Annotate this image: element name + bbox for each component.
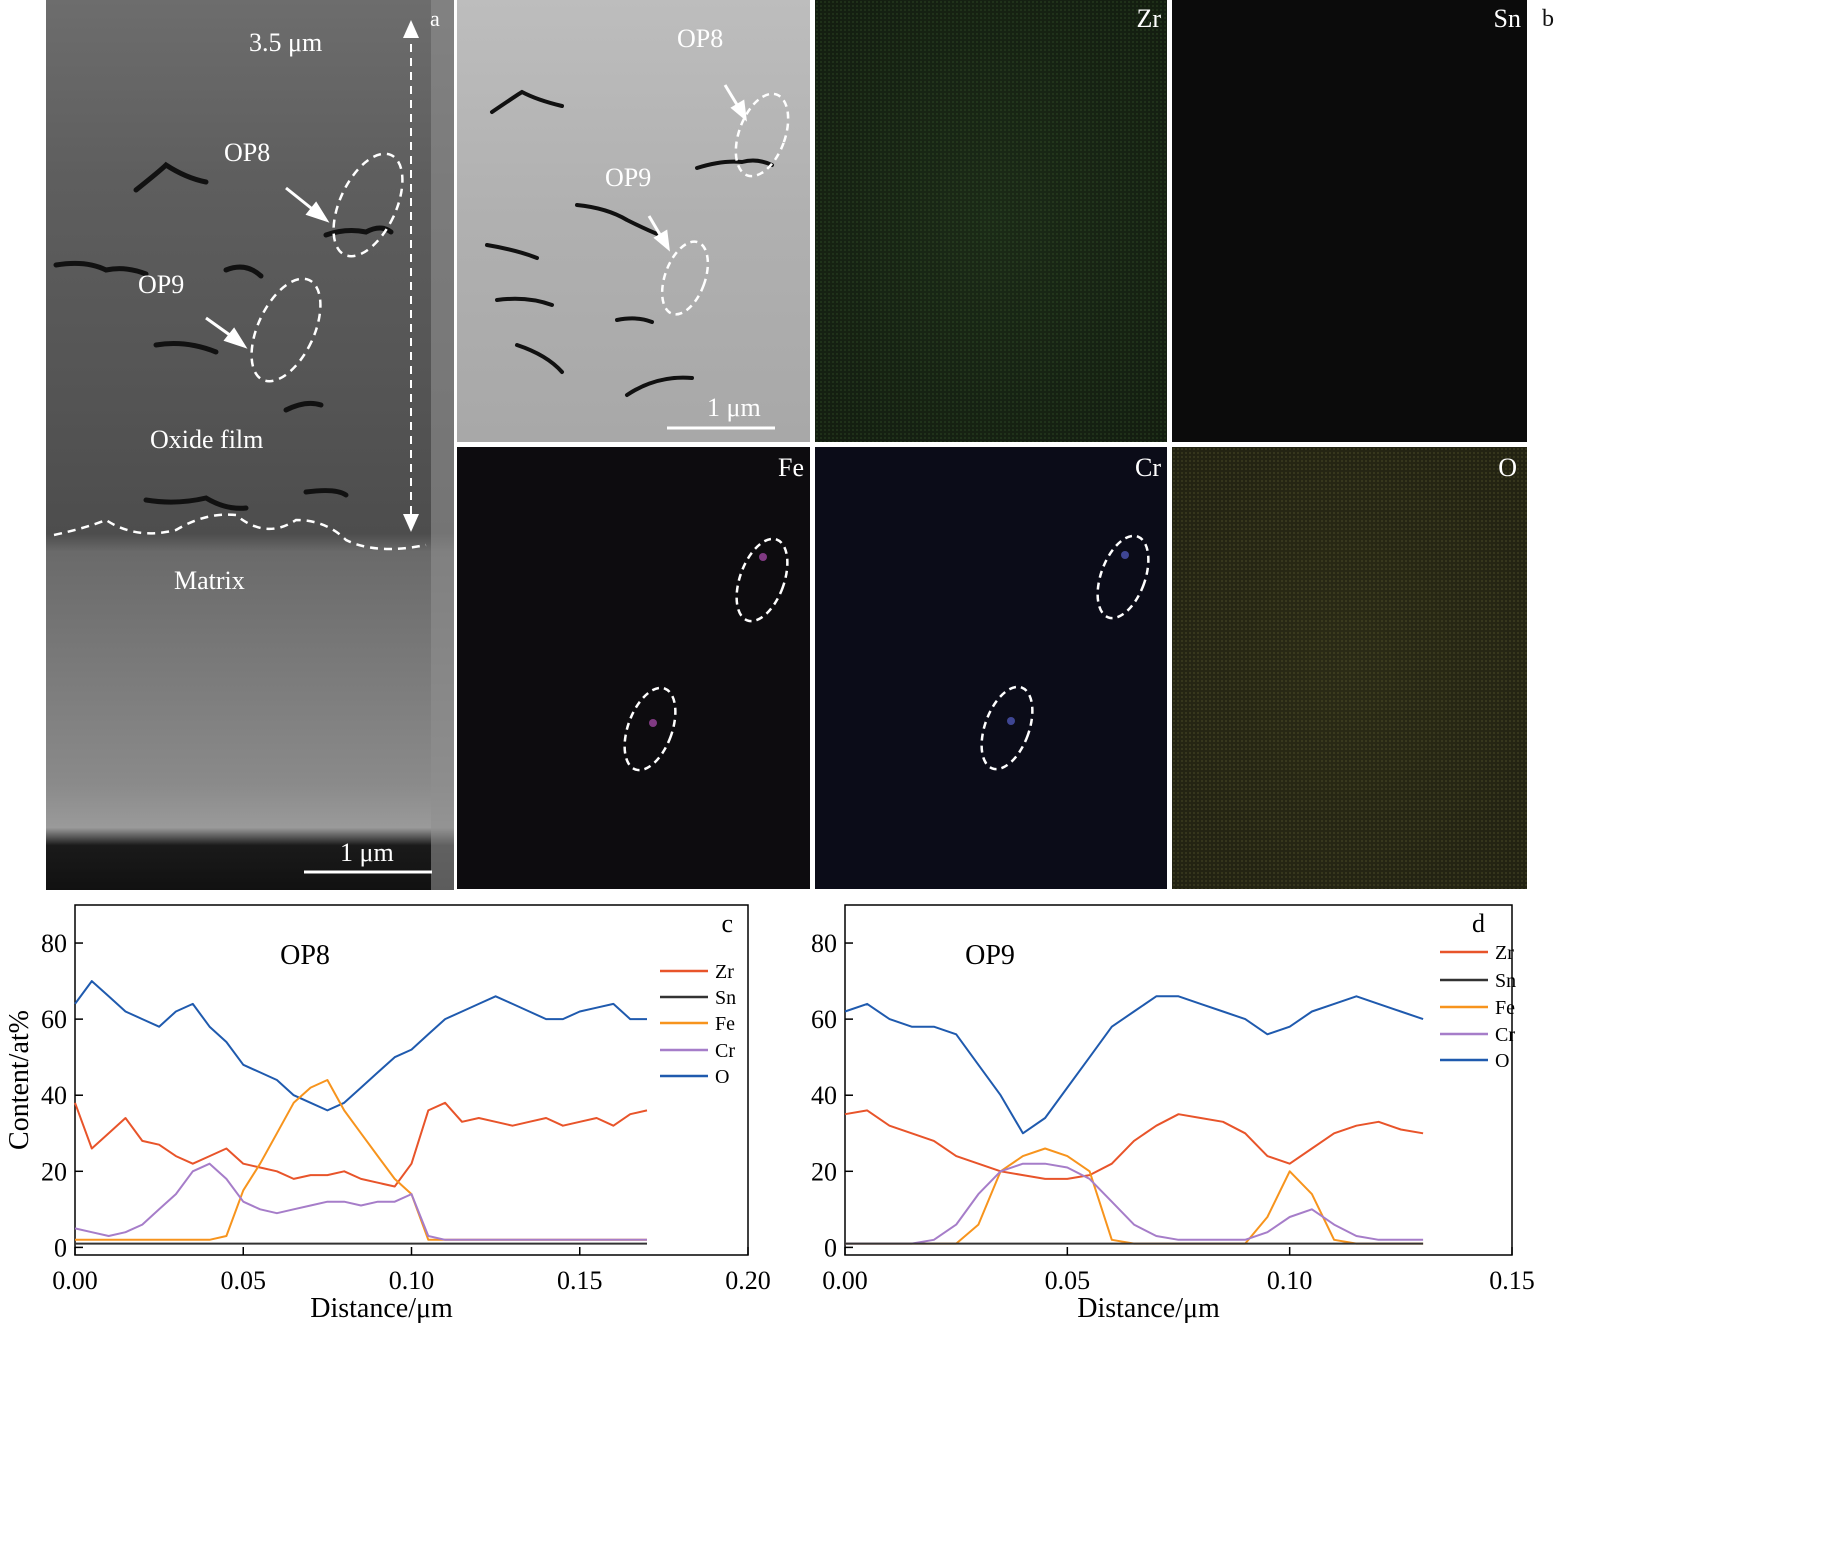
chart-c-series-cr (74, 1162, 647, 1241)
panel-a-letter: a (430, 6, 440, 31)
chart-d-xtick-label: 0.15 (1489, 1266, 1535, 1295)
chart-d-title: OP9 (965, 940, 1015, 971)
chart-d-xtick-label: 0.10 (1267, 1266, 1313, 1295)
panel-b-letter: b (1542, 6, 1554, 32)
thickness-label: 3.5 μm (249, 28, 323, 57)
chart-c-ytick-label: 20 (41, 1157, 67, 1186)
chart-d-ytick-label: 40 (811, 1081, 837, 1110)
fe-ellipse-lower (623, 686, 677, 772)
chart-c-legend-label-cr: Cr (715, 1040, 735, 1062)
o-map: O (1172, 447, 1527, 889)
cr-ellipse-upper (1096, 534, 1150, 620)
chart-c-ytick-label: 80 (41, 929, 67, 958)
chart-c: 0.00 0.05 0.10 0.15 0.20 0 20 40 60 80 Distance/μm… (4, 904, 771, 1324)
chart-d-series-zr (844, 1109, 1424, 1180)
chart-d-series-cr (845, 1162, 1424, 1245)
cr-ellipse-lower (980, 685, 1034, 771)
chart-c-frame (74, 904, 749, 1256)
zr-map-label: Zr (1136, 4, 1161, 33)
sem-op9-ellipse (660, 240, 710, 316)
chart-c-xtick-label: 0.05 (221, 1266, 267, 1295)
chart-d-xlabel: Distance/μm (1077, 1293, 1220, 1324)
chart-c-ytick-label: 0 (54, 1233, 67, 1262)
panel-a-tem-image: a 3.5 μm OP8 OP9 Oxide film Matrix 1 μm (46, 0, 454, 890)
chart-d-legend-label-o: O (1495, 1050, 1509, 1072)
chart-d-series-o (844, 995, 1424, 1135)
op8-ellipse (332, 152, 404, 258)
chart-d-xtick-label: 0.05 (1045, 1266, 1091, 1295)
chart-d-ytick-label: 20 (811, 1157, 837, 1186)
oxide-matrix-boundary (53, 513, 427, 551)
chart-d-ytick-label: 80 (811, 929, 837, 958)
chart-c-legend-label-sn: Sn (715, 987, 736, 1009)
fe-map: Fe (457, 447, 810, 889)
zr-map: Zr (815, 0, 1167, 442)
panel-a-overlay (53, 0, 454, 890)
chart-d-legend-label-cr: Cr (1495, 1024, 1515, 1046)
chart-d-legend-label-zr: Zr (1495, 942, 1514, 964)
chart-c-xtick-label: 0.00 (52, 1266, 98, 1295)
op8-label: OP8 (224, 138, 271, 167)
chart-d-legend-label-fe: Fe (1495, 997, 1515, 1019)
fe-ellipse-upper (735, 537, 789, 623)
chart-c-series-zr (74, 1101, 648, 1188)
chart-c-legend-label-zr: Zr (715, 961, 734, 983)
chart-d-series-fe (845, 1147, 1424, 1245)
op9-ellipse (250, 277, 322, 383)
chart-c-series-fe (75, 1079, 647, 1241)
sem-op8-ellipse (734, 92, 790, 178)
cr-map: Cr (815, 447, 1167, 889)
sem-op8-label: OP8 (677, 24, 724, 53)
chart-d-ytick-label: 0 (824, 1233, 837, 1262)
chart-d-xtick-label: 0.00 (822, 1266, 868, 1295)
fe-map-label: Fe (778, 453, 804, 482)
chart-c-xtick-label: 0.20 (725, 1266, 771, 1295)
chart-d-panel-letter: d (1472, 909, 1485, 938)
chart-c-panel-letter: c (721, 909, 733, 938)
chart-d-ytick-label: 60 (811, 1005, 837, 1034)
op9-label: OP9 (138, 270, 185, 299)
chart-c-ytick-label: 60 (41, 1005, 67, 1034)
panel-a-scale-label: 1 μm (340, 838, 394, 867)
chart-c-xtick-label: 0.15 (557, 1266, 603, 1295)
panel-b-sem-image: OP8 OP9 1 μm (457, 0, 810, 442)
matrix-label: Matrix (174, 566, 245, 595)
o-map-label: O (1498, 453, 1517, 482)
chart-c-ytick-label: 40 (41, 1081, 67, 1110)
chart-c-series-o (74, 980, 647, 1112)
chart-c-legend-label-o: O (715, 1066, 729, 1088)
chart-c-ylabel: Content/at% (4, 1010, 35, 1150)
sem-op9-label: OP9 (605, 163, 652, 192)
chart-c-legend-label-fe: Fe (715, 1013, 735, 1035)
chart-c-title: OP8 (280, 940, 330, 971)
cr-map-label: Cr (1135, 453, 1161, 482)
sn-map: Sn (1172, 0, 1527, 442)
sem-scale-label: 1 μm (707, 393, 761, 422)
chart-d-legend-label-sn: Sn (1495, 970, 1516, 992)
chart-d: 0.00 0.05 0.10 0.15 0 20 40 60 80 Distance/μm OP9 d… (811, 904, 1535, 1324)
chart-c-xlabel: Distance/μm (310, 1293, 453, 1324)
sn-map-label: Sn (1493, 4, 1521, 33)
oxide-film-label: Oxide film (150, 425, 264, 454)
chart-d-frame (844, 904, 1513, 1256)
chart-c-xtick-label: 0.10 (389, 1266, 435, 1295)
